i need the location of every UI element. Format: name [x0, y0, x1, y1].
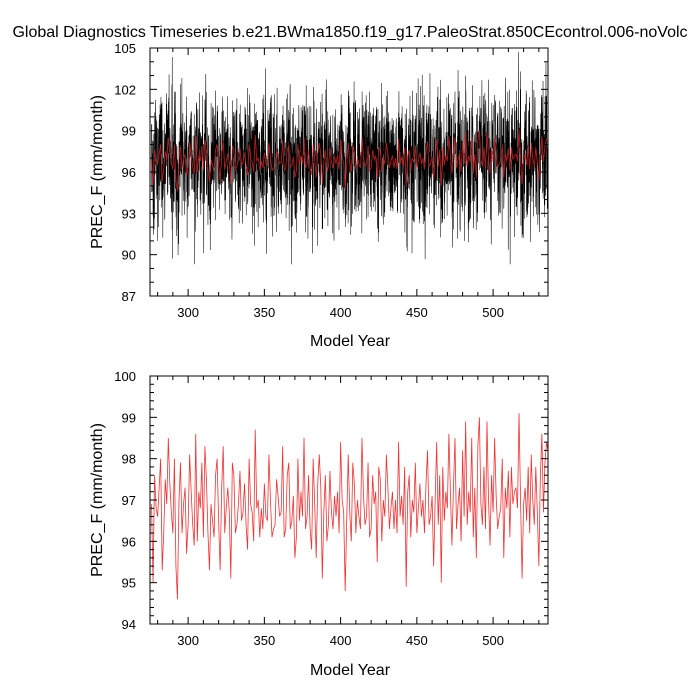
annual-mean-overlay-line	[151, 129, 549, 192]
monthly-x-tick-label: 500	[482, 305, 504, 320]
annual-y-tick-label: 97	[122, 493, 136, 508]
annual-x-tick-label: 350	[254, 633, 276, 648]
monthly-y-tick-label: 87	[122, 289, 136, 304]
annual-x-axis-label: Model Year	[310, 662, 391, 679]
annual-y-tick-label: 94	[122, 617, 136, 632]
annual-panel: 300 350 400 450 500 94 95 96 97 98 99 100 Model Yea…	[89, 369, 549, 679]
annual-y-tick-label: 99	[122, 410, 136, 425]
monthly-x-tick-label: 450	[406, 305, 428, 320]
annual-x-tick-label: 500	[482, 633, 504, 648]
annual-series-line	[151, 413, 549, 600]
annual-x-tick-label: 300	[177, 633, 199, 648]
monthly-x-axis-label: Model Year	[310, 333, 391, 350]
monthly-x-tick-label: 350	[254, 305, 276, 320]
annual-x-tick-label: 450	[406, 633, 428, 648]
monthly-y-tick-label: 102	[114, 82, 136, 97]
monthly-axes: 300 350 400 450 500 87 90 93 96 99 102 105	[114, 41, 549, 320]
monthly-y-tick-label: 99	[122, 124, 136, 139]
monthly-y-tick-label: 96	[122, 165, 136, 180]
monthly-y-tick-label: 90	[122, 248, 136, 263]
monthly-x-tick-label: 300	[177, 305, 199, 320]
monthly-panel: 300 350 400 450 500 87 90 93 96 99 102 105 Model Ye…	[89, 41, 549, 350]
monthly-y-tick-label: 105	[114, 41, 136, 56]
monthly-x-tick-label: 400	[330, 305, 352, 320]
annual-y-tick-label: 96	[122, 534, 136, 549]
annual-series-group	[151, 413, 549, 600]
chart-title: Global Diagnostics Timeseries b.e21.BWma…	[12, 24, 687, 41]
annual-y-tick-label: 100	[114, 369, 136, 384]
monthly-y-tick-label: 93	[122, 206, 136, 221]
annual-y-axis-label: PREC_F (mm/month)	[89, 423, 106, 577]
annual-y-tick-label: 95	[122, 576, 136, 591]
annual-x-tick-label: 400	[330, 633, 352, 648]
annual-y-tick-label: 98	[122, 452, 136, 467]
monthly-y-axis-label: PREC_F (mm/month)	[89, 95, 106, 249]
monthly-series-group	[151, 52, 549, 265]
annual-axes: 300 350 400 450 500 94 95 96 97 98 99 100	[114, 369, 549, 648]
